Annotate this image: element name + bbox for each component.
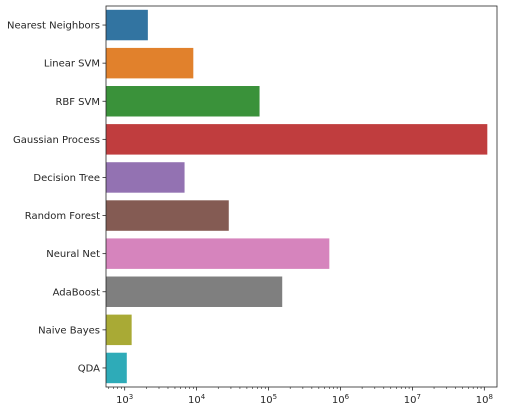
bar-decision-tree — [106, 162, 185, 193]
y-label-gaussian-process: Gaussian Process — [13, 135, 100, 146]
y-label-nearest-neighbors: Nearest Neighbors — [7, 21, 100, 32]
y-label-rbf-svm: RBF SVM — [55, 97, 100, 108]
bar-linear-svm — [106, 47, 194, 79]
x-tick-label-1e3: 103 — [116, 393, 133, 406]
y-axis-labels: Nearest Neighbors Linear SVM RBF SVM Gaussi… — [7, 21, 106, 374]
bar-gaussian-process — [106, 124, 488, 155]
bar-rbf-svm — [106, 86, 260, 117]
x-tick-label-1e7: 107 — [404, 393, 421, 406]
y-label-neural-net: Neural Net — [46, 249, 100, 260]
bars-group — [106, 9, 488, 384]
bar-neural-net — [106, 238, 330, 269]
y-label-qda: QDA — [78, 363, 100, 374]
x-tick-label-1e8: 108 — [476, 393, 493, 406]
bar-nearest-neighbors — [106, 9, 148, 41]
y-label-random-forest: Random Forest — [25, 211, 100, 222]
y-label-naive-bayes: Naive Bayes — [38, 325, 100, 336]
x-tick-label-1e4: 104 — [188, 393, 206, 406]
plot-frame — [105, 5, 498, 388]
y-label-adaboost: AdaBoost — [53, 287, 100, 298]
y-label-linear-svm: Linear SVM — [44, 59, 100, 70]
x-tick-label-1e5: 105 — [260, 393, 277, 406]
bar-adaboost — [106, 276, 283, 307]
x-axis-ticks: 103 104 105 106 107 108 — [108, 387, 493, 406]
x-tick-label-1e6: 106 — [332, 393, 350, 406]
bar-naive-bayes — [106, 314, 132, 346]
bar-qda — [106, 352, 127, 384]
y-label-decision-tree: Decision Tree — [33, 173, 100, 184]
bar-random-forest — [106, 200, 229, 231]
